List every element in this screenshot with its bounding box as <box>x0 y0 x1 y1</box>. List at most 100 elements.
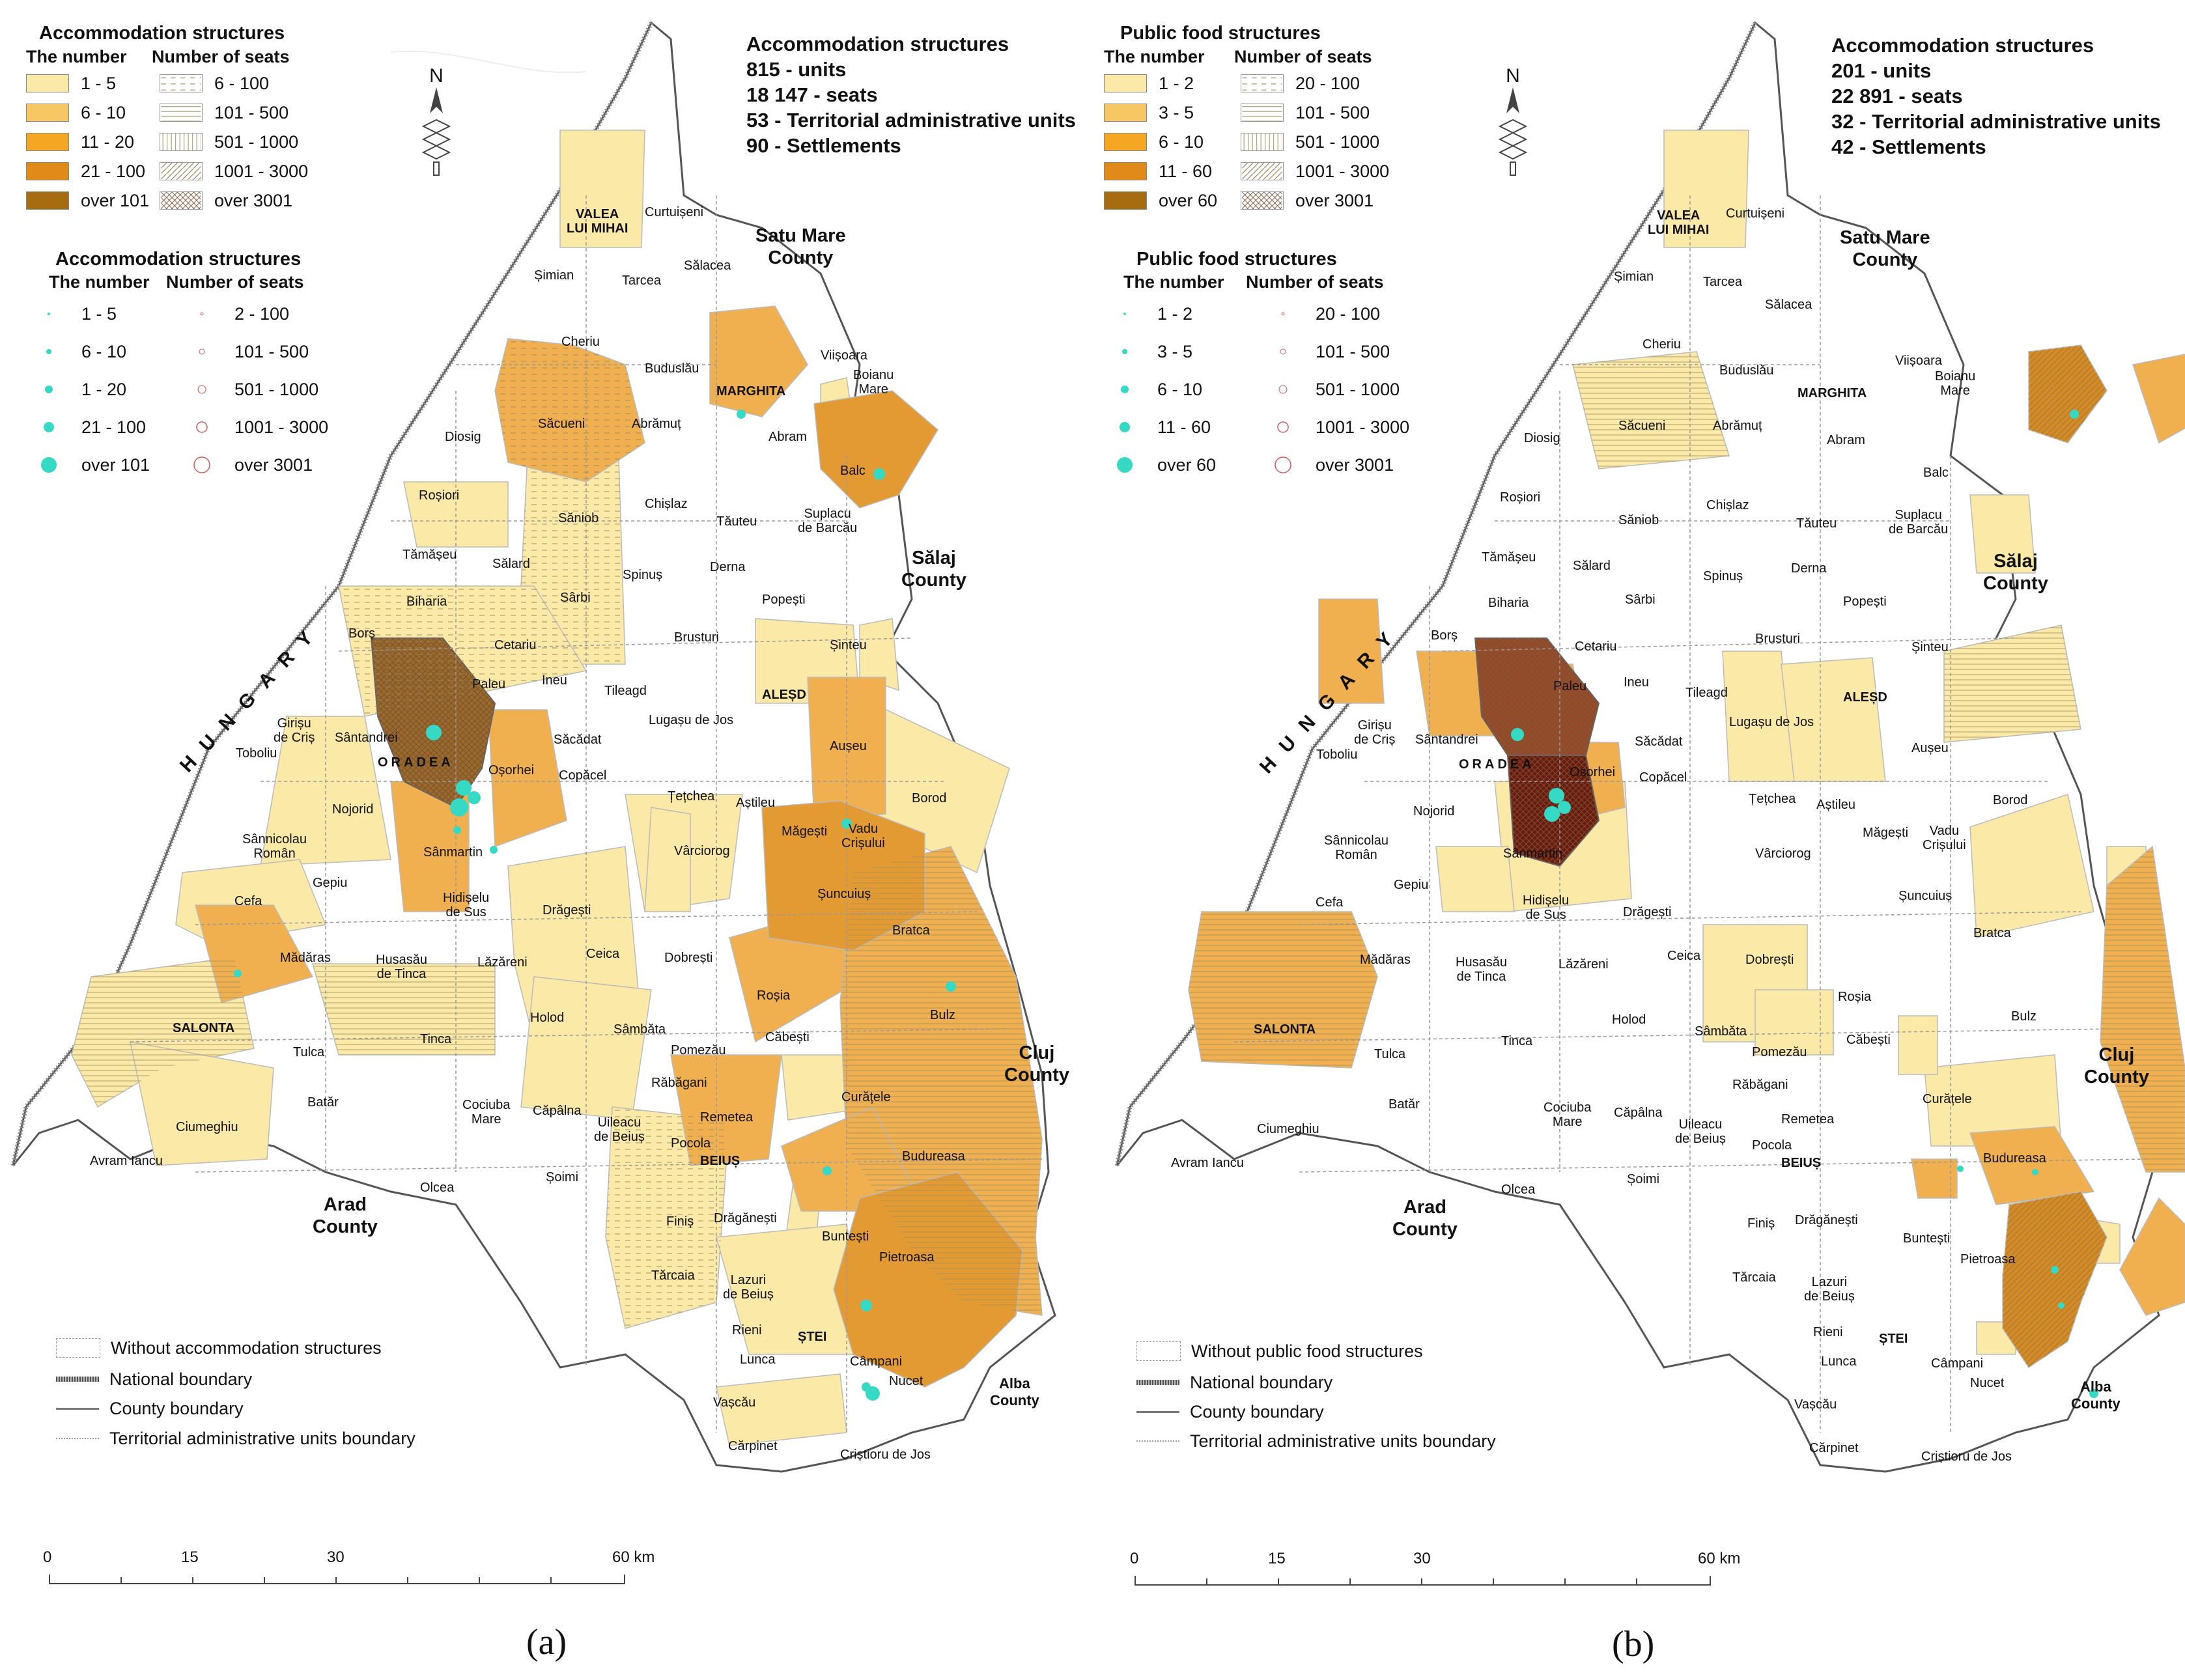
place-label: Finiș <box>666 1214 694 1229</box>
place-label: Țețchea <box>1749 792 1796 806</box>
place-label: Suplacu de Barcău <box>1889 508 1949 537</box>
legend2-number-head: The number <box>49 272 150 292</box>
legend-ring-class: 101 - 500 <box>1270 342 1390 361</box>
summary-block: Accommodation structures 201 - units 22 … <box>1831 34 2161 158</box>
color-swatch <box>1104 133 1147 151</box>
place-label: Avram Iancu <box>1171 1156 1244 1170</box>
place-label: ORADEA <box>378 755 454 770</box>
place-label: Mădăras <box>1360 953 1411 967</box>
legend-dot-class: 1 - 5 <box>36 304 117 324</box>
place-label: Chișlaz <box>645 497 688 511</box>
place-label: Suplacu de Barcău <box>798 507 858 535</box>
north-arrow-icon <box>1498 87 1528 176</box>
place-label: Câmpani <box>1931 1356 1984 1371</box>
place-label: Pomezău <box>671 1043 726 1057</box>
place-label: Sâmbăta <box>613 1022 666 1037</box>
place-label: Dobrești <box>1745 953 1794 967</box>
legend-county: County boundary <box>1136 1402 1324 1421</box>
dot-symbol <box>41 457 57 473</box>
place-label: Șinteu <box>1911 640 1949 654</box>
legend-number-class: 11 - 60 <box>1104 161 1212 181</box>
place-label: Biharia <box>406 595 447 609</box>
place-label: Uileacu de Beiuș <box>594 1115 645 1144</box>
legend-number-class: 6 - 10 <box>26 103 126 122</box>
place-label: Măgești <box>782 824 828 839</box>
place-label: Borod <box>912 791 947 805</box>
color-swatch <box>26 162 69 180</box>
place-label: Căpâlna <box>533 1104 582 1118</box>
place-label: Tinca <box>420 1032 452 1046</box>
legend-ring-class: over 3001 <box>189 455 313 475</box>
legend-number-class: 1 - 2 <box>1104 74 1194 93</box>
ring-symbol <box>193 456 210 473</box>
place-label: Tăuteu <box>716 514 757 529</box>
place-label: Husasău de Tinca <box>1456 955 1507 984</box>
place-label: Lăzăreni <box>477 955 528 970</box>
place-label: Căbești <box>765 1030 810 1044</box>
county-cluj: Cluj County <box>2084 1044 2149 1087</box>
legend-number-class: over 101 <box>26 191 149 210</box>
place-label: Borod <box>1993 793 2028 807</box>
county-arad: Arad County <box>1392 1197 1458 1240</box>
county-satu-mare: Satu Mare County <box>1840 227 1930 270</box>
place-label: Holod <box>530 1011 565 1025</box>
legend1-number-head: The number <box>1104 47 1205 66</box>
county-line <box>1136 1410 1179 1413</box>
place-label: Olcea <box>420 1181 455 1195</box>
legend-dot-class: 21 - 100 <box>36 417 146 437</box>
place-label: Paleu <box>1553 679 1587 693</box>
place-label: Sâmbăta <box>1695 1024 1747 1039</box>
legend2-seats-head: Number of seats <box>166 272 304 292</box>
place-label: Tarcea <box>1703 275 1743 289</box>
national-line <box>56 1377 99 1382</box>
legend-dot-class: 6 - 10 <box>1112 380 1202 399</box>
place-label: Tăuteu <box>1796 516 1837 531</box>
place-label: Budureasa <box>902 1149 965 1164</box>
north-label: N <box>429 65 444 87</box>
place-label: Diosig <box>445 430 481 444</box>
place-label: Gepiu <box>1394 878 1429 892</box>
county-line <box>56 1407 99 1410</box>
place-label: Drăgești <box>1623 905 1672 919</box>
map-a <box>10 21 1056 1473</box>
place-label: Pocola <box>671 1136 711 1151</box>
legend-number-class: 11 - 20 <box>26 132 134 152</box>
place-label: Tinca <box>1501 1034 1533 1048</box>
place-label: Cheriu <box>1642 337 1681 352</box>
legend2-title: Public food structures <box>1136 249 1337 270</box>
place-label: Tileagd <box>1685 686 1728 700</box>
place-label: Sălard <box>492 557 530 571</box>
place-label: Curtuișeni <box>645 205 704 219</box>
tau-boundaries <box>1233 195 2147 1433</box>
legend-dot-class: 3 - 5 <box>1112 342 1192 361</box>
seat-hatching <box>1189 345 2185 1367</box>
place-label: Roșia <box>757 988 791 1003</box>
legend-ring-class: 1001 - 3000 <box>1270 417 1409 437</box>
place-label: Lazuri de Beiuș <box>723 1273 774 1302</box>
color-swatch <box>26 191 69 210</box>
place-label: ALEȘD <box>1843 690 1887 705</box>
summary-block: Accommodation structures 815 - units 18 … <box>746 33 1076 157</box>
place-label: Roșia <box>1838 990 1872 1004</box>
legend-ring-class: over 3001 <box>1270 455 1394 475</box>
place-label: Căpâlna <box>1614 1106 1663 1120</box>
place-label: Toboliu <box>236 746 277 761</box>
legend-number-class: 1 - 5 <box>26 74 116 93</box>
place-label: Nucet <box>889 1374 923 1388</box>
place-label: Lăzăreni <box>1558 957 1609 972</box>
place-label: Vașcău <box>713 1395 756 1410</box>
legend-seat-class: 20 - 100 <box>1241 74 1360 93</box>
place-label: Tulca <box>1374 1047 1406 1061</box>
place-label: Viișoara <box>1895 354 1942 368</box>
hatch-swatch <box>1241 133 1284 151</box>
legend1-seats-head: Number of seats <box>1234 47 1372 66</box>
place-label: Sălacea <box>684 259 731 273</box>
place-label: Săcădat <box>554 733 602 747</box>
ring-symbol <box>1280 348 1286 355</box>
ring-symbol <box>1278 385 1288 394</box>
place-label: Pietroasa <box>1960 1252 2016 1267</box>
legend-dot-class: 11 - 60 <box>1112 417 1211 437</box>
place-label: Mădăras <box>280 951 331 965</box>
structure-dots <box>1511 410 2098 1398</box>
place-label: Criștioru de Jos <box>840 1448 931 1462</box>
